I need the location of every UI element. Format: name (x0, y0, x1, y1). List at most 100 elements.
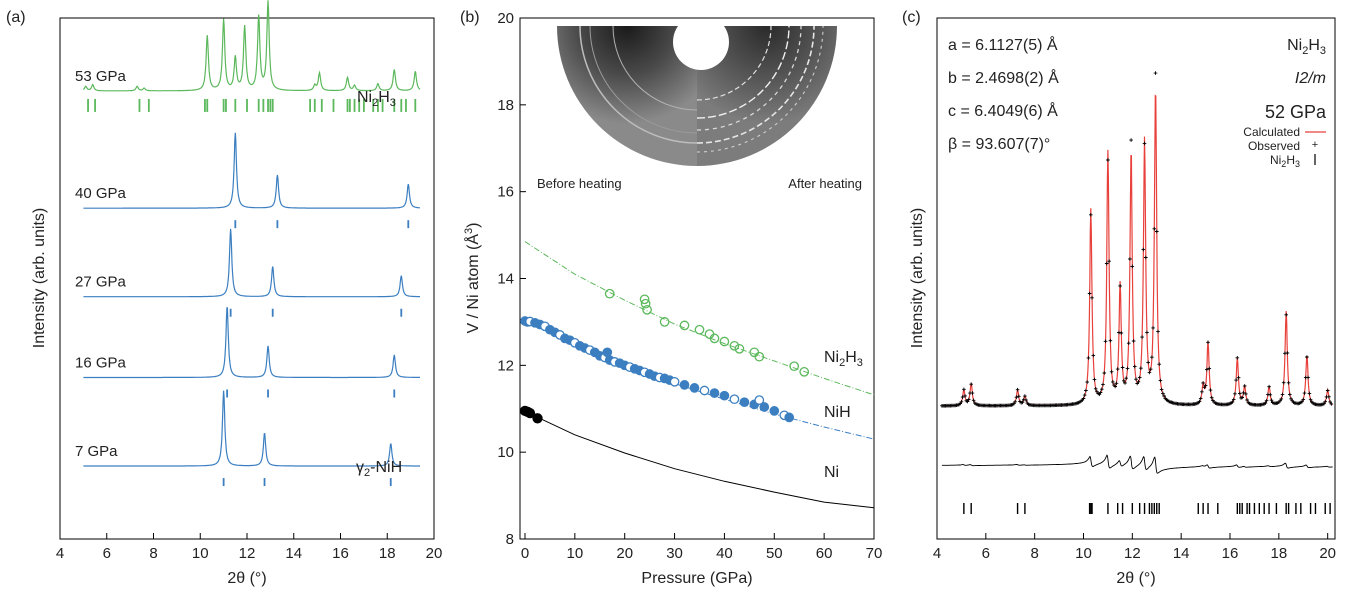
observed-point (1245, 398, 1249, 402)
y-tick-label: 14 (497, 271, 514, 288)
series-line (83, 307, 420, 379)
panel-b-inset-left-label: Before heating (537, 176, 622, 191)
panel-c-frame (936, 17, 1336, 540)
observed-point (1148, 367, 1153, 371)
x-tick-label: 16 (332, 545, 349, 562)
data-point (640, 298, 651, 309)
data-point (734, 343, 745, 354)
data-point (769, 406, 780, 416)
series-line (83, 390, 420, 467)
panel-b-series-label-nih: NiH (824, 404, 851, 421)
x-tick-label: 50 (766, 545, 783, 562)
panel-c-series (940, 71, 1334, 514)
panel-a: (a) Intensity (arb. units) 2θ (°) 4 6 8 10 1… (6, 0, 442, 587)
observed-point (1129, 138, 1133, 142)
observed-point (1126, 341, 1131, 345)
data-point (659, 317, 670, 327)
data-point (759, 402, 770, 412)
observed-point (1235, 356, 1240, 360)
y-tick-label: 20 (497, 10, 514, 27)
observed-point (1103, 339, 1108, 344)
observed-point (1241, 391, 1246, 395)
legend-observed-label: Observed (1248, 139, 1300, 153)
observed-point (1089, 213, 1093, 217)
observed-point (1142, 141, 1147, 146)
x-tick-label: 14 (1173, 545, 1190, 562)
observed-point (1128, 257, 1132, 261)
panel-c-lattice-parameters: a = 6.1127(5) Å b = 2.4698(2) Å c = 6.40… (948, 35, 1059, 153)
x-tick-label: 8 (1030, 545, 1038, 562)
data-point (709, 388, 720, 398)
panel-c-label: (c) (902, 9, 921, 26)
observed-point (1242, 384, 1247, 388)
x-tick-label: 10 (192, 545, 209, 562)
panel-c-space-group: I2/m (1295, 70, 1326, 87)
observed-point (971, 398, 976, 403)
observed-point (1091, 353, 1096, 358)
y-tick-label: 12 (497, 357, 514, 374)
observed-point (1301, 397, 1306, 402)
x-tick-label: 20 (1319, 545, 1336, 562)
observed-point (1090, 296, 1094, 300)
observed-point (1087, 291, 1092, 296)
data-point (642, 304, 652, 315)
data-point (719, 390, 730, 401)
observed-point (1017, 394, 1021, 399)
y-tick-label: 18 (497, 97, 514, 114)
observed-point (1305, 355, 1309, 359)
panel-c: (c) Intensity (arb. units) 2θ (°) 4 6 8 10 1… (902, 9, 1336, 587)
difference-curve (941, 454, 1333, 474)
observed-point (1268, 393, 1273, 397)
y-tick-label: 8 (506, 531, 514, 548)
observed-point (1023, 394, 1027, 398)
observed-point (966, 397, 971, 402)
pressure-label: 27 GPa (75, 274, 127, 291)
observed-point (1278, 399, 1282, 403)
x-tick-label: 4 (933, 545, 941, 562)
observed-point (1307, 391, 1312, 396)
observed-point (1133, 364, 1137, 369)
pressure-label: 53 GPa (75, 68, 127, 85)
pressure-label: 7 GPa (75, 443, 118, 460)
observed-point (960, 395, 965, 399)
observed-point (1279, 397, 1284, 401)
observed-point (963, 394, 967, 398)
observed-point (1328, 400, 1332, 404)
observed-point (1147, 370, 1152, 375)
legend-calculated-label: Calculated (1243, 125, 1300, 139)
observed-point (1093, 387, 1098, 391)
observed-point (1200, 390, 1204, 394)
observed-point (1118, 284, 1122, 288)
panel-c-pressure: 52 GPa (1265, 102, 1327, 122)
observed-point (1085, 380, 1089, 384)
observed-point (1014, 395, 1019, 399)
data-point (789, 361, 800, 372)
observed-point (1082, 393, 1087, 397)
observed-point (1161, 391, 1165, 396)
observed-point (1137, 375, 1142, 380)
observed-point (1140, 335, 1144, 339)
panel-a-phase-label-ni2h3: Ni2H3 (357, 89, 396, 109)
legend-observed-swatch: + (1312, 139, 1318, 151)
observed-point (1108, 338, 1113, 343)
observed-point (1306, 375, 1310, 380)
data-point (799, 366, 810, 377)
x-tick-label: 30 (666, 545, 683, 562)
observed-point (1012, 401, 1016, 406)
x-tick-label: 40 (716, 545, 733, 562)
observed-point (1141, 247, 1146, 252)
observed-point (1238, 391, 1242, 396)
observed-point (1263, 401, 1268, 405)
observed-point (1205, 367, 1209, 372)
lattice-b: b = 2.4698(2) Å (948, 68, 1059, 87)
observed-point (1267, 384, 1271, 389)
observed-point (1114, 381, 1119, 386)
legend-phase-label: Ni2H3 (1270, 153, 1300, 169)
panel-b-ylabel: V / Ni atom (Å3) (463, 222, 482, 333)
data-point (639, 294, 650, 305)
pressure-label: 40 GPa (75, 185, 127, 202)
observed-point (1150, 355, 1154, 359)
data-point (754, 395, 765, 405)
x-tick-label: 6 (103, 545, 111, 562)
observed-point (1117, 330, 1121, 335)
